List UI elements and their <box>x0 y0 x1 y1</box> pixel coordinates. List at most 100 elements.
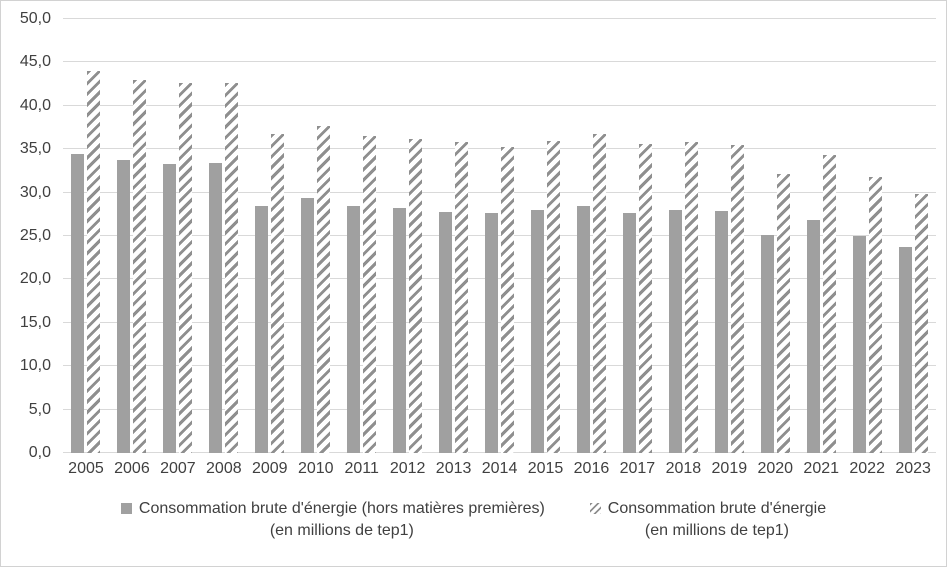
legend-label-series1: Consommation brute d'énergie (hors matiè… <box>139 498 545 541</box>
legend: Consommation brute d'énergie (hors matiè… <box>1 498 946 541</box>
bar-solid-2023 <box>898 247 912 453</box>
bar-group-2006 <box>109 19 155 453</box>
x-tick-label-2018: 2018 <box>665 460 702 477</box>
y-tick-label: 40,0 <box>19 96 51 114</box>
legend-label-series2-line1: Consommation brute d'énergie <box>607 500 827 517</box>
x-tick-label-2010: 2010 <box>297 460 334 477</box>
bar-group-2015 <box>523 19 569 453</box>
bar-solid-2022 <box>852 236 866 453</box>
bar-group-2014 <box>477 19 523 453</box>
bar-hatched-2006 <box>133 79 147 453</box>
plot-area <box>63 18 936 453</box>
bar-hatched-2011 <box>363 136 377 453</box>
bar-solid-2013 <box>439 211 453 453</box>
bar-hatched-2007 <box>179 83 193 453</box>
bar-solid-2020 <box>760 235 774 453</box>
x-tick-label-2005: 2005 <box>68 460 104 477</box>
bar-solid-2014 <box>485 212 499 453</box>
bar-hatched-2010 <box>317 125 331 453</box>
bar-group-2016 <box>568 19 614 453</box>
y-tick-label: 5,0 <box>28 400 51 418</box>
x-tick-label-2007: 2007 <box>160 460 196 477</box>
bar-hatched-2008 <box>225 83 239 453</box>
bar-solid-2016 <box>576 205 590 453</box>
bar-hatched-2012 <box>409 138 423 453</box>
legend-label-series1-line2: (en millions de tep1) <box>269 521 414 539</box>
bar-group-2012 <box>385 19 431 453</box>
bar-group-2010 <box>293 19 339 453</box>
x-tick-label-2021: 2021 <box>803 460 840 477</box>
x-tick-label-2011: 2011 <box>344 460 379 477</box>
x-tick-label-2015: 2015 <box>527 460 564 477</box>
bar-group-2008 <box>201 19 247 453</box>
legend-item-consommation-brute: Consommation brute d'énergie (en million… <box>589 498 826 541</box>
bar-solid-2008 <box>209 163 223 453</box>
gridline-45,0 <box>63 61 936 63</box>
x-tick-label-2016: 2016 <box>573 460 610 477</box>
legend-label-series1-line1: Consommation brute d'énergie (hors matiè… <box>138 500 545 517</box>
gridline-35,0 <box>63 148 936 150</box>
bar-solid-2006 <box>117 160 131 453</box>
gridline-40,0 <box>63 104 936 106</box>
y-tick-label: 30,0 <box>19 183 51 201</box>
bar-solid-2015 <box>531 209 544 453</box>
bar-group-2022 <box>844 19 890 453</box>
bar-hatched-2009 <box>271 134 285 453</box>
x-tick-label-2008: 2008 <box>206 460 242 477</box>
x-tick-label-2020: 2020 <box>757 460 794 477</box>
y-tick-label: 45,0 <box>19 53 51 71</box>
y-tick-label: 15,0 <box>19 313 51 331</box>
bar-solid-2012 <box>393 208 407 453</box>
bar-group-2021 <box>798 19 844 453</box>
bar-hatched-2018 <box>684 142 698 453</box>
bar-hatched-2013 <box>455 142 469 453</box>
y-tick-label: 10,0 <box>19 357 51 375</box>
x-tick-label-2013: 2013 <box>435 460 472 477</box>
bar-solid-2011 <box>347 205 361 453</box>
x-tick-label-2019: 2019 <box>711 460 748 477</box>
bar-solid-2021 <box>806 220 820 453</box>
bar-hatched-2023 <box>914 194 928 453</box>
bar-group-2017 <box>614 19 660 453</box>
bar-group-2013 <box>431 19 477 453</box>
bar-hatched-2005 <box>87 71 101 453</box>
bar-group-2018 <box>660 19 706 453</box>
bar-hatched-2015 <box>547 140 560 453</box>
bar-solid-2005 <box>71 154 85 453</box>
x-tick-label-2023: 2023 <box>895 460 931 477</box>
bar-solid-2010 <box>301 197 315 453</box>
gridline-25,0 <box>63 235 936 236</box>
bar-groups <box>63 19 936 453</box>
y-tick-label: 25,0 <box>19 227 51 244</box>
legend-marker-hatched-square <box>589 503 601 514</box>
bar-hatched-2014 <box>501 146 515 453</box>
legend-label-series2: Consommation brute d'énergie (en million… <box>608 498 826 541</box>
y-tick-label: 35,0 <box>19 140 51 158</box>
gridline-10,0 <box>63 365 936 367</box>
legend-marker-solid-square <box>120 503 132 514</box>
bar-solid-2018 <box>668 209 682 453</box>
bar-group-2007 <box>155 19 201 453</box>
bar-hatched-2020 <box>776 173 790 453</box>
bar-solid-2007 <box>163 163 177 453</box>
legend-label-series2-line2: (en millions de tep1) <box>644 521 789 539</box>
gridline-30,0 <box>63 191 936 193</box>
bar-group-2009 <box>247 19 293 453</box>
x-tick-label-2022: 2022 <box>849 460 885 477</box>
y-axis: 0,0 5,0 10,0 15,0 20,0 25,0 30,0 35,0 40,0 45,0 50… <box>1 11 57 461</box>
bar-solid-2009 <box>255 205 269 453</box>
gridline-5,0 <box>63 408 936 410</box>
x-tick-label-2006: 2006 <box>114 460 150 477</box>
bar-group-2011 <box>339 19 385 453</box>
x-tick-label-2017: 2017 <box>619 460 656 477</box>
bar-group-2005 <box>63 19 109 453</box>
x-axis: 2005 2006 2007 2008 2009 2010 2011 2012 2013 2014… <box>63 459 936 481</box>
bar-group-2023 <box>890 19 936 453</box>
bar-hatched-2022 <box>868 176 882 453</box>
gridlines <box>63 18 936 453</box>
bar-hatched-2019 <box>730 144 744 453</box>
x-tick-label-2012: 2012 <box>389 460 426 477</box>
legend-item-consommation-hors-matieres-premieres: Consommation brute d'énergie (hors matiè… <box>120 498 545 541</box>
gridline-0,0 <box>63 452 936 453</box>
